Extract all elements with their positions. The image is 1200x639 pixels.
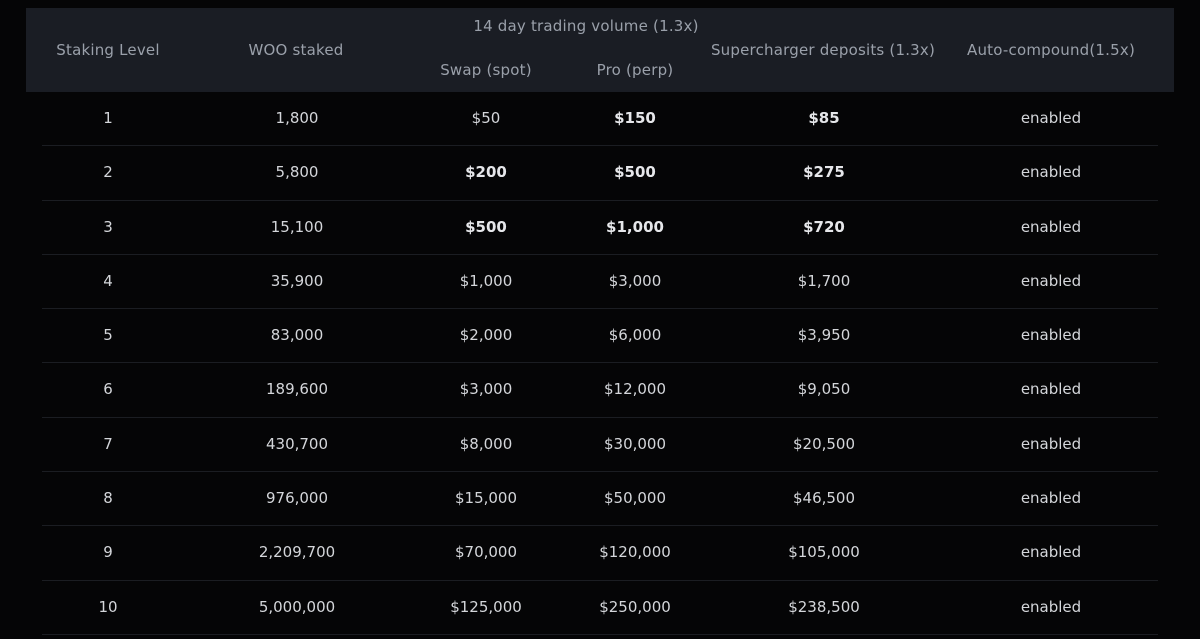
cell-supercharger: $9,050 <box>797 380 851 399</box>
cell-woo-staked: 83,000 <box>270 326 324 345</box>
cell-supercharger: $3,950 <box>797 326 851 345</box>
cell-woo-staked: 5,800 <box>275 163 319 182</box>
cell-supercharger: $105,000 <box>788 543 860 562</box>
cell-pro: $120,000 <box>599 543 671 562</box>
cell-pro: $250,000 <box>599 597 671 616</box>
cell-level: 7 <box>103 434 113 453</box>
cell-woo-staked: 5,000,000 <box>258 597 336 616</box>
table-row: 6 189,600 $3,000 $12,000 $9,050 enabled <box>42 363 1158 418</box>
cell-supercharger: $85 <box>808 109 840 127</box>
cell-pro: $1,000 <box>606 217 664 236</box>
header-swap-spot: Swap (spot) <box>440 61 532 79</box>
cell-level: 2 <box>103 163 113 182</box>
cell-woo-staked: 35,900 <box>270 271 324 290</box>
cell-supercharger: $238,500 <box>788 597 860 616</box>
cell-swap: $70,000 <box>454 543 518 562</box>
cell-auto-compound: enabled <box>1020 380 1082 399</box>
cell-auto-compound: enabled <box>1020 271 1082 290</box>
cell-auto-compound: enabled <box>1020 326 1082 345</box>
cell-level: 9 <box>103 543 113 562</box>
cell-pro: $3,000 <box>608 271 662 290</box>
cell-auto-compound: enabled <box>1020 597 1082 616</box>
cell-pro: $150 <box>614 109 656 127</box>
header-supercharger: Supercharger deposits (1.3x) <box>710 41 936 59</box>
table-body: 1 1,800 $50 $150 $85 enabled 2 5,800 $20… <box>42 92 1158 635</box>
cell-level: 5 <box>103 326 113 345</box>
cell-pro: $12,000 <box>603 380 667 399</box>
cell-pro: $6,000 <box>608 326 662 345</box>
table-row: 8 976,000 $15,000 $50,000 $46,500 enable… <box>42 472 1158 527</box>
cell-supercharger: $20,500 <box>792 434 856 453</box>
cell-swap: $500 <box>465 217 507 236</box>
cell-swap: $8,000 <box>459 434 513 453</box>
table-row: 9 2,209,700 $70,000 $120,000 $105,000 en… <box>42 526 1158 581</box>
header-woo-staked: WOO staked <box>248 41 344 59</box>
table-row: 3 15,100 $500 $1,000 $720 enabled <box>42 201 1158 255</box>
cell-swap: $2,000 <box>459 326 513 345</box>
cell-level: 4 <box>103 271 113 290</box>
header-staking-level: Staking Level <box>56 41 160 59</box>
cell-pro: $30,000 <box>603 434 667 453</box>
cell-woo-staked: 430,700 <box>265 434 329 453</box>
cell-auto-compound: enabled <box>1020 434 1082 453</box>
cell-auto-compound: enabled <box>1020 109 1082 127</box>
cell-supercharger: $1,700 <box>797 271 851 290</box>
cell-level: 3 <box>103 217 113 236</box>
cell-supercharger: $720 <box>803 217 845 236</box>
header-auto-compound: Auto-compound(1.5x) <box>966 41 1136 59</box>
cell-supercharger: $275 <box>803 163 845 182</box>
table-row: 10 5,000,000 $125,000 $250,000 $238,500 … <box>42 581 1158 635</box>
header-trading-volume: 14 day trading volume (1.3x) <box>473 17 699 35</box>
cell-auto-compound: enabled <box>1020 543 1082 562</box>
cell-supercharger: $46,500 <box>792 489 856 508</box>
cell-swap: $125,000 <box>450 597 522 616</box>
cell-auto-compound: enabled <box>1020 163 1082 182</box>
cell-swap: $15,000 <box>454 489 518 508</box>
cell-level: 8 <box>103 489 113 508</box>
table-row: 2 5,800 $200 $500 $275 enabled <box>42 146 1158 201</box>
cell-level: 1 <box>103 109 113 127</box>
cell-level: 10 <box>98 597 118 616</box>
cell-pro: $50,000 <box>603 489 667 508</box>
cell-woo-staked: 1,800 <box>275 109 319 127</box>
cell-woo-staked: 189,600 <box>265 380 329 399</box>
cell-auto-compound: enabled <box>1020 217 1082 236</box>
table-row: 1 1,800 $50 $150 $85 enabled <box>42 92 1158 147</box>
cell-woo-staked: 15,100 <box>270 217 324 236</box>
cell-swap: $3,000 <box>459 380 513 399</box>
table-header: Staking Level WOO staked 14 day trading … <box>26 8 1174 92</box>
table-row: 5 83,000 $2,000 $6,000 $3,950 enabled <box>42 309 1158 364</box>
cell-woo-staked: 976,000 <box>265 489 329 508</box>
cell-swap: $1,000 <box>459 271 513 290</box>
cell-woo-staked: 2,209,700 <box>258 543 336 562</box>
cell-swap: $200 <box>465 163 507 182</box>
table-row: 7 430,700 $8,000 $30,000 $20,500 enabled <box>42 418 1158 473</box>
cell-level: 6 <box>103 380 113 399</box>
header-pro-perp: Pro (perp) <box>596 61 674 79</box>
cell-pro: $500 <box>614 163 656 182</box>
cell-auto-compound: enabled <box>1020 489 1082 508</box>
table-row: 4 35,900 $1,000 $3,000 $1,700 enabled <box>42 255 1158 310</box>
cell-swap: $50 <box>471 109 501 127</box>
